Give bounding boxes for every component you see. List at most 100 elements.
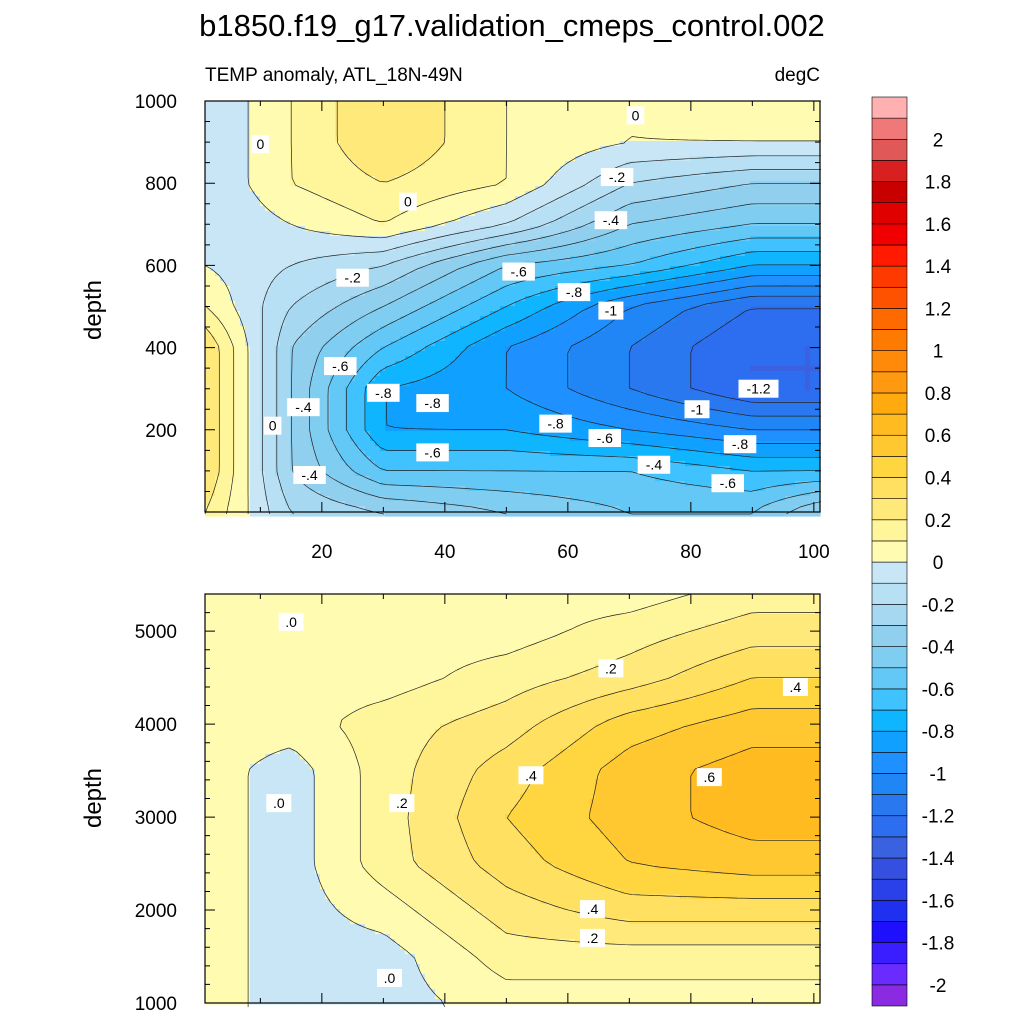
field-cell: [245, 281, 251, 287]
field-cell: [720, 196, 726, 202]
field-cell: [705, 131, 711, 137]
field-cell: [210, 211, 216, 217]
field-cell: [325, 296, 331, 302]
field-cell: [350, 131, 356, 137]
field-cell: [505, 286, 511, 292]
field-cell: [730, 231, 736, 237]
field-cell: [720, 141, 726, 147]
field-cell: [530, 191, 536, 197]
field-cell: [670, 171, 676, 177]
field-cell: [395, 161, 401, 167]
field-cell: [650, 286, 656, 292]
field-cell: [685, 296, 691, 302]
field-cell: [790, 171, 796, 177]
field-cell: [260, 161, 266, 167]
field-cell: [495, 141, 501, 147]
field-cell: [460, 151, 466, 157]
field-cell: [400, 276, 406, 282]
field-cell: [660, 236, 666, 242]
field-cell: [675, 106, 681, 112]
field-cell: [670, 201, 676, 207]
field-cell: [460, 221, 466, 227]
field-cell: [380, 236, 386, 242]
field-cell: [230, 151, 236, 157]
field-cell: [435, 216, 441, 222]
field-cell: [720, 261, 726, 267]
field-cell: [500, 151, 506, 157]
field-cell: [600, 106, 606, 112]
field-cell: [780, 126, 786, 132]
field-cell: [410, 181, 416, 187]
field-cell: [590, 246, 596, 252]
field-cell: [215, 291, 221, 297]
field-cell: [205, 211, 211, 217]
field-cell: [290, 111, 296, 117]
field-cell: [450, 251, 456, 257]
field-cell: [555, 266, 561, 272]
field-cell: [275, 291, 281, 297]
field-cell: [255, 186, 261, 192]
field-cell: [375, 276, 381, 282]
field-cell: [725, 266, 731, 272]
field-cell: [695, 176, 701, 182]
field-cell: [310, 186, 316, 192]
field-cell: [305, 166, 311, 172]
field-cell: [555, 251, 561, 257]
field-cell: [670, 151, 676, 157]
field-cell: [570, 216, 576, 222]
field-cell: [720, 221, 726, 227]
field-cell: [440, 191, 446, 197]
field-cell: [350, 261, 356, 267]
field-cell: [300, 171, 306, 177]
field-cell: [635, 261, 641, 267]
field-cell: [730, 126, 736, 132]
field-cell: [220, 171, 226, 177]
field-cell: [415, 186, 421, 192]
field-cell: [480, 166, 486, 172]
field-cell: [345, 101, 351, 107]
field-cell: [240, 251, 246, 257]
field-cell: [335, 241, 341, 247]
field-cell: [695, 271, 701, 277]
field-cell: [590, 291, 596, 297]
field-cell: [420, 216, 426, 222]
field-cell: [780, 171, 786, 177]
field-cell: [405, 256, 411, 262]
field-cell: [220, 216, 226, 222]
field-cell: [345, 146, 351, 152]
field-cell: [690, 261, 696, 267]
field-cell: [640, 156, 646, 162]
field-cell: [300, 131, 306, 137]
field-cell: [735, 106, 741, 112]
field-cell: [385, 136, 391, 142]
field-cell: [540, 116, 546, 122]
field-cell: [710, 201, 716, 207]
field-cell: [600, 236, 606, 242]
field-cell: [700, 296, 706, 302]
field-cell: [790, 296, 796, 302]
field-cell: [370, 291, 376, 297]
field-cell: [385, 286, 391, 292]
field-cell: [220, 106, 226, 112]
field-cell: [770, 276, 776, 282]
field-cell: [610, 236, 616, 242]
field-cell: [415, 166, 421, 172]
field-cell: [430, 211, 436, 217]
field-cell: [485, 106, 491, 112]
field-cell: [630, 251, 636, 257]
field-cell: [235, 281, 241, 287]
field-cell: [585, 111, 591, 117]
field-cell: [705, 221, 711, 227]
field-cell: [680, 271, 686, 277]
field-cell: [525, 146, 531, 152]
field-cell: [585, 181, 591, 187]
field-cell: [680, 226, 686, 232]
field-cell: [575, 111, 581, 117]
field-cell: [610, 201, 616, 207]
field-cell: [320, 106, 326, 112]
field-cell: [625, 206, 631, 212]
field-cell: [420, 221, 426, 227]
field-cell: [565, 126, 571, 132]
field-cell: [675, 136, 681, 142]
field-cell: [290, 181, 296, 187]
